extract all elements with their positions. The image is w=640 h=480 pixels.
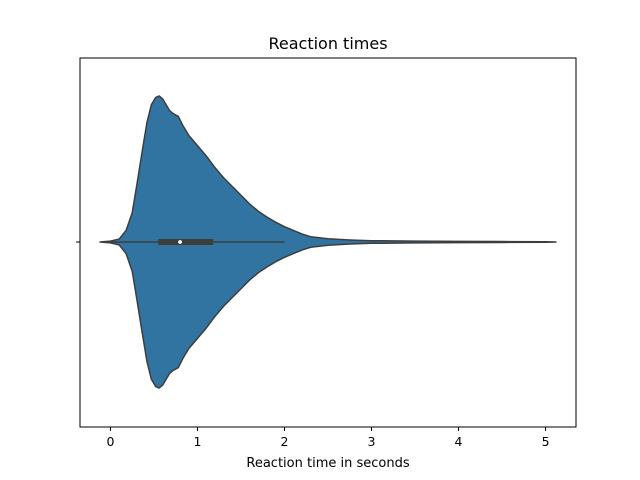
median-marker [178,240,182,244]
x-tick-label: 3 [368,434,376,449]
chart-title: Reaction times [268,34,387,53]
x-tick-label: 0 [106,434,114,449]
x-tick-label: 1 [193,434,201,449]
x-tick-label: 4 [455,434,463,449]
x-axis-ticks: 0 1 2 3 4 5 [106,427,550,449]
x-axis-label: Reaction time in seconds [246,456,409,471]
iqr-box [158,239,214,245]
x-tick-label: 2 [281,434,289,449]
plot-area [99,95,557,389]
violin-body [99,95,557,389]
x-tick-label: 5 [542,434,550,449]
